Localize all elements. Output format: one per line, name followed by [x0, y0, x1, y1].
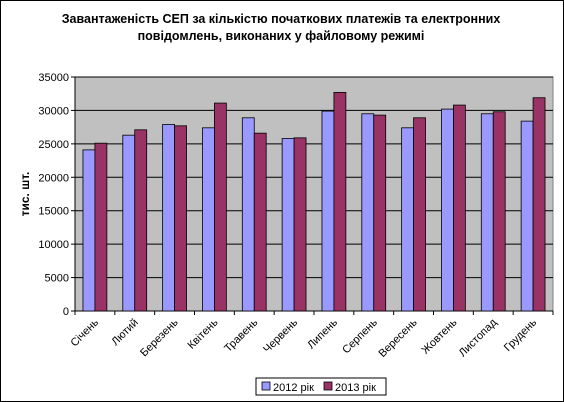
bar-series-2 — [492, 111, 506, 312]
bar-series-2 — [453, 104, 466, 312]
bar-series-2 — [293, 137, 307, 312]
legend-swatch — [261, 381, 271, 391]
bar-series-2 — [532, 97, 546, 312]
bar-series-2 — [373, 114, 387, 312]
bar-series-2 — [134, 129, 148, 312]
legend-swatch — [323, 381, 333, 391]
plot-area — [74, 76, 554, 312]
y-tick-label: 0 — [63, 306, 69, 318]
legend-label: 2013 рік — [335, 382, 376, 394]
x-tick-label: Лютий — [109, 317, 141, 349]
bar-series-2 — [253, 132, 267, 312]
bar-series-1 — [480, 113, 494, 312]
x-tick-label: Січень — [68, 316, 101, 349]
x-tick-label: Жовтень — [420, 316, 460, 356]
bar-series-2 — [333, 91, 347, 312]
x-tick-label: Березень — [138, 316, 181, 359]
x-tick-label: Травень — [222, 316, 260, 354]
x-tick-label: Листопад — [457, 316, 500, 359]
bar-series-1 — [281, 138, 295, 312]
bar-series-2 — [214, 102, 227, 312]
y-tick-label: 30000 — [38, 105, 69, 117]
x-tick-label: Вересень — [376, 316, 419, 359]
bar-series-1 — [361, 113, 375, 312]
legend: 2012 рік 2013 рік — [255, 377, 387, 396]
bar-series-1 — [122, 134, 136, 312]
y-tick-label: 15000 — [38, 206, 69, 218]
bar-series-2 — [413, 117, 426, 312]
x-tick-label: Липень — [305, 316, 340, 351]
x-tick-label: Червень — [261, 316, 300, 355]
bar-series-1 — [441, 108, 454, 312]
bar-series-1 — [82, 149, 96, 312]
legend-box — [255, 377, 387, 396]
y-tick-label: 5000 — [45, 273, 69, 285]
chart-title: Завантаженість СЕП за кількістю початков… — [61, 12, 501, 43]
bar-series-1 — [321, 110, 335, 312]
x-tick-label: Квітень — [186, 316, 221, 351]
y-tick-label: 25000 — [38, 139, 69, 151]
y-tick-label: 35000 — [38, 72, 69, 84]
bar-series-2 — [174, 125, 187, 312]
bar-series-1 — [241, 117, 255, 312]
bar-series-2 — [94, 142, 108, 312]
bar-series-1 — [520, 120, 534, 312]
bar-series-1 — [202, 127, 215, 312]
bar-series-1 — [401, 127, 414, 312]
y-tick-label: 10000 — [38, 239, 69, 251]
legend-label: 2012 рік — [273, 382, 314, 394]
y-tick-label: 20000 — [38, 172, 69, 184]
y-axis-label: тис. шт. — [18, 172, 32, 217]
x-tick-label: Серпень — [340, 316, 380, 356]
bar-series-1 — [162, 124, 175, 312]
x-tick-label: Грудень — [502, 316, 540, 354]
